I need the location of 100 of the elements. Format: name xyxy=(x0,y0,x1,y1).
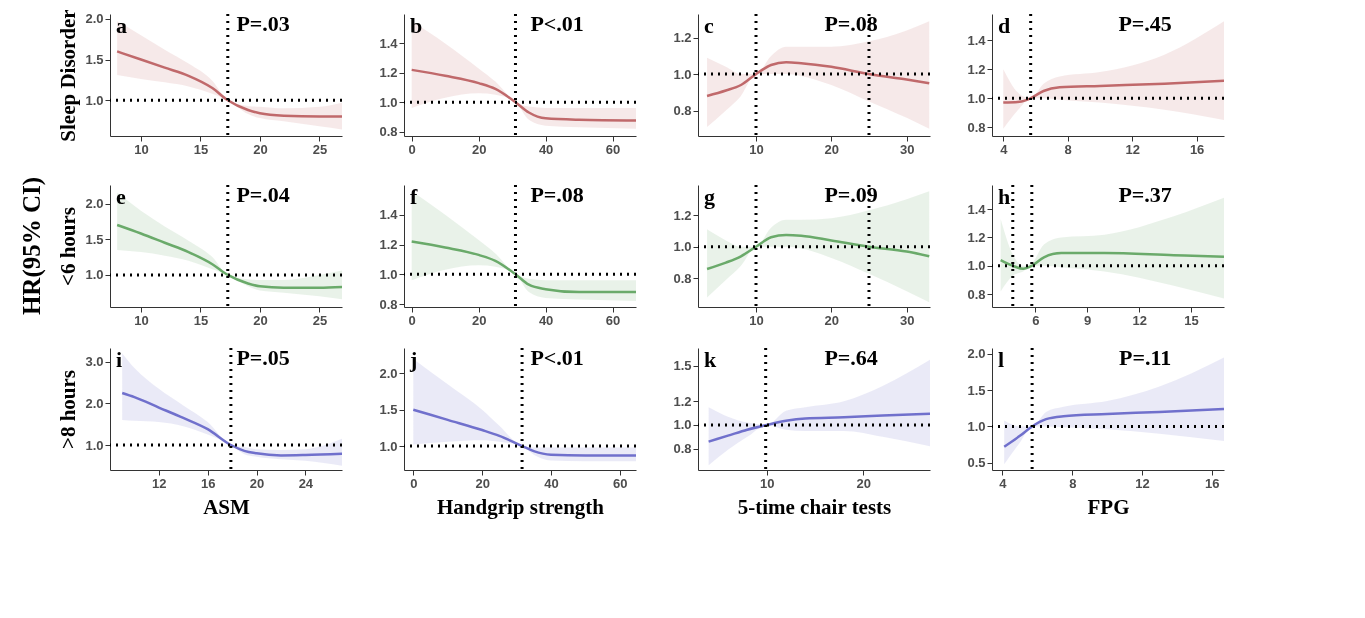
y-tick-label: 0.8 xyxy=(673,441,692,457)
annotation: h xyxy=(998,184,1011,209)
x-tick-label: 25 xyxy=(312,141,328,157)
annotation: f xyxy=(410,184,418,209)
line-series xyxy=(707,412,930,443)
annotation: P<.01 xyxy=(530,345,584,370)
x-tick-label: 16 xyxy=(200,475,216,491)
x-tick-label: 20 xyxy=(249,475,265,491)
x-tick-label: 20 xyxy=(856,475,872,491)
y-tick-label: 2.0 xyxy=(85,196,104,212)
annotation: k xyxy=(704,347,717,372)
annotation: P=.04 xyxy=(236,182,290,207)
annotation: d xyxy=(998,13,1011,38)
y-tick-label: 1.0 xyxy=(673,417,692,433)
line-series xyxy=(705,233,930,271)
x-axis-title: Handgrip strength xyxy=(436,494,605,519)
line-series xyxy=(1002,407,1224,449)
y-tick-label: 1.5 xyxy=(85,231,104,247)
y-tick-label: 1.0 xyxy=(85,267,104,283)
x-tick-label: 10 xyxy=(134,141,149,157)
line-series xyxy=(412,408,636,457)
x-axis-title: FPG xyxy=(1087,494,1130,519)
y-tick-label: 1.0 xyxy=(967,258,986,274)
line-series xyxy=(410,68,636,122)
line-series xyxy=(120,391,342,457)
y-tick-label: 0.8 xyxy=(673,103,692,119)
x-tick-label: 15 xyxy=(1184,312,1199,328)
x-axis-title: ASM xyxy=(203,494,251,519)
x-tick-label: 4 xyxy=(1000,141,1009,157)
x-tick-label: 30 xyxy=(899,141,915,157)
y-tick-label: 0.8 xyxy=(379,296,398,312)
line-series xyxy=(410,240,636,294)
x-tick-label: 10 xyxy=(134,312,149,328)
y-tick-label: 1.5 xyxy=(379,402,398,418)
y-tick-label: 1.0 xyxy=(673,239,692,255)
y-tick-label: 1.5 xyxy=(967,382,986,398)
y-tick-label: 1.4 xyxy=(967,201,987,217)
y-tick-label: 0.8 xyxy=(379,124,398,140)
x-tick-label: 20 xyxy=(824,312,840,328)
y-tick-label: 0.8 xyxy=(967,119,986,135)
x-tick-label: 10 xyxy=(749,312,764,328)
annotation: P=.08 xyxy=(824,11,878,36)
y-tick-label: 1.0 xyxy=(967,418,986,434)
x-tick-label: 0 xyxy=(408,141,416,157)
x-tick-label: 0 xyxy=(410,475,418,491)
x-tick-label: 40 xyxy=(538,141,554,157)
x-tick-label: 20 xyxy=(253,141,268,157)
x-tick-label: 12 xyxy=(1125,141,1140,157)
x-tick-label: 15 xyxy=(193,312,209,328)
x-tick-label: 12 xyxy=(152,475,167,491)
y-tick-label: 1.2 xyxy=(673,207,692,223)
x-tick-label: 24 xyxy=(298,475,314,491)
x-tick-label: 20 xyxy=(471,141,487,157)
annotation: P<.01 xyxy=(530,11,584,36)
annotation: P=.05 xyxy=(236,345,290,370)
line-series xyxy=(115,223,342,289)
x-tick-label: 10 xyxy=(749,141,764,157)
x-tick-label: 9 xyxy=(1084,312,1092,328)
x-tick-label: 20 xyxy=(471,312,487,328)
y-tick-label: 1.0 xyxy=(967,90,986,106)
y-tick-label: 1.2 xyxy=(967,61,986,77)
annotation: a xyxy=(116,13,127,38)
text: HR(95% CI) xyxy=(18,176,46,316)
annotation: P=.37 xyxy=(1118,182,1172,207)
x-axis-title: 5-time chair tests xyxy=(737,494,892,519)
x-tick-label: 6 xyxy=(1032,312,1040,328)
y-axis-title: >8 hours xyxy=(56,369,81,450)
x-tick-label: 60 xyxy=(605,141,621,157)
x-tick-label: 60 xyxy=(613,475,628,491)
y-tick-label: 1.4 xyxy=(967,32,987,48)
y-tick-label: 2.0 xyxy=(85,11,104,27)
y-tick-label: 0.8 xyxy=(673,270,692,286)
y-tick-label: 1.0 xyxy=(85,92,104,108)
x-tick-label: 20 xyxy=(475,475,490,491)
x-tick-label: 20 xyxy=(824,141,840,157)
annotation: g xyxy=(704,184,715,209)
y-tick-label: 1.2 xyxy=(673,393,692,409)
x-tick-label: 20 xyxy=(253,312,268,328)
annotation: P=.64 xyxy=(824,345,878,370)
y-tick-label: 1.4 xyxy=(379,35,399,51)
line-series xyxy=(1002,79,1224,104)
x-tick-label: 8 xyxy=(1064,141,1072,157)
y-tick-label: 1.0 xyxy=(85,437,104,453)
y-axis-title: Sleep Disorder xyxy=(56,9,81,142)
annotation: l xyxy=(998,347,1005,372)
annotation: P=.09 xyxy=(824,182,878,207)
y-tick-label: 1.0 xyxy=(673,66,692,82)
y-tick-label: 1.5 xyxy=(85,52,104,68)
x-tick-label: 25 xyxy=(312,312,328,328)
annotation: P=.03 xyxy=(236,11,290,36)
annotation: b xyxy=(410,13,423,38)
y-tick-label: 2.0 xyxy=(967,346,986,362)
line-series xyxy=(115,50,342,118)
y-tick-label: 1.0 xyxy=(379,94,398,110)
annotation: i xyxy=(116,347,123,372)
y-tick-label: 1.2 xyxy=(379,237,398,253)
y-tick-label: 0.8 xyxy=(967,286,986,302)
x-tick-label: 30 xyxy=(899,312,915,328)
y-tick-label: 0.5 xyxy=(967,455,986,471)
x-tick-label: 0 xyxy=(408,312,416,328)
